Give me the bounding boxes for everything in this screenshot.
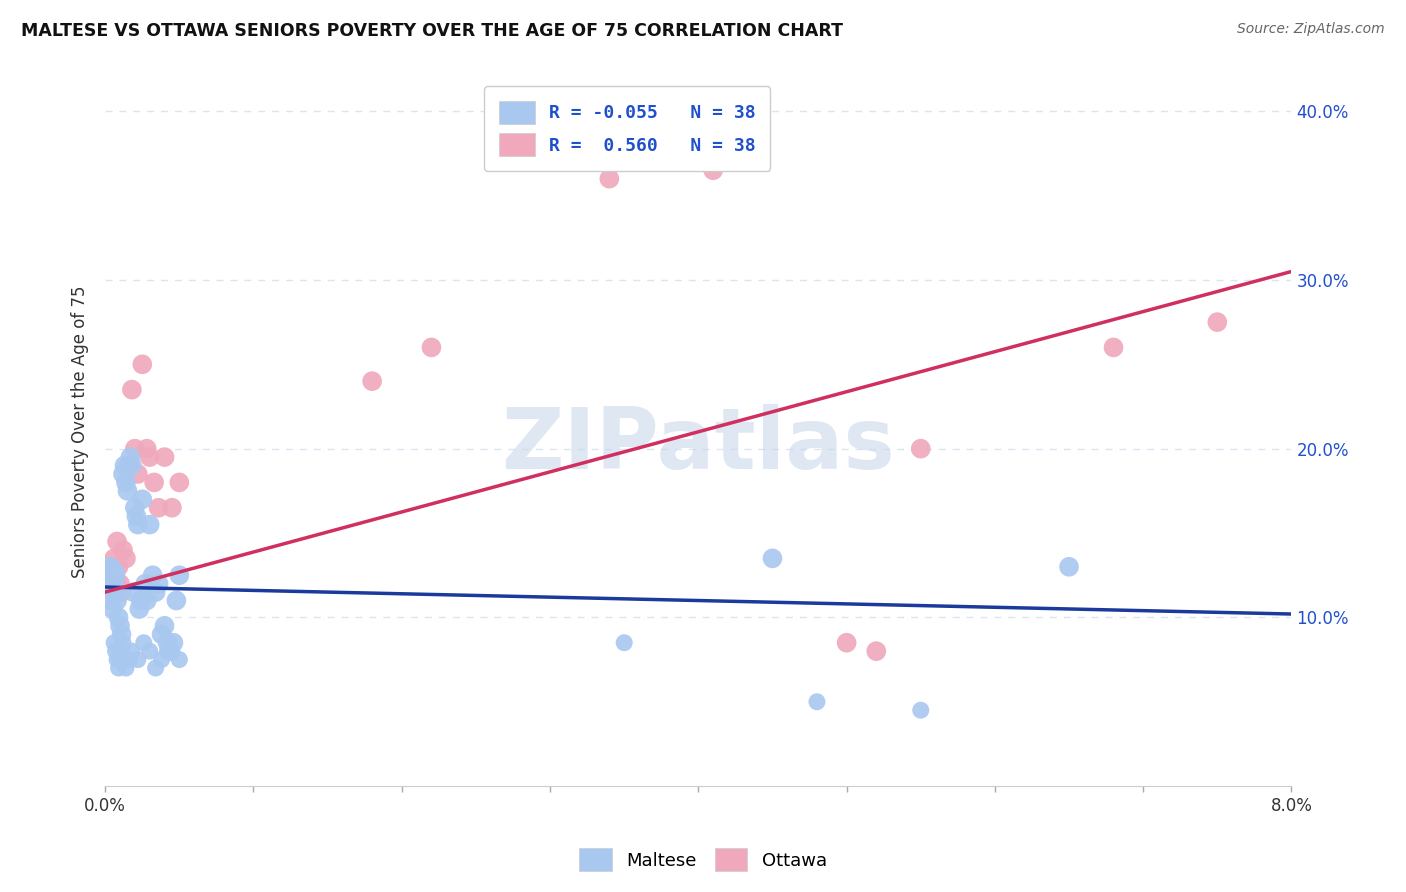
Point	[138, 450, 160, 464]
Point	[97, 568, 120, 582]
Point	[702, 163, 724, 178]
Point	[111, 636, 134, 650]
Point	[115, 475, 138, 490]
Point	[153, 619, 176, 633]
Point	[97, 568, 120, 582]
Point	[98, 559, 121, 574]
Point	[107, 610, 129, 624]
Point	[162, 636, 184, 650]
Point	[143, 475, 166, 490]
Point	[111, 542, 134, 557]
Point	[104, 644, 127, 658]
Point	[910, 703, 932, 717]
Point	[115, 551, 138, 566]
Point	[1102, 340, 1125, 354]
Point	[107, 661, 129, 675]
Point	[111, 467, 134, 481]
Point	[138, 517, 160, 532]
Point	[121, 383, 143, 397]
Point	[128, 602, 150, 616]
Point	[142, 568, 165, 582]
Point	[129, 593, 152, 607]
Point	[101, 585, 124, 599]
Point	[120, 450, 142, 464]
Point	[1206, 315, 1229, 329]
Point	[125, 509, 148, 524]
Point	[613, 636, 636, 650]
Point	[145, 585, 167, 599]
Point	[131, 357, 153, 371]
Point	[169, 568, 191, 582]
Text: MALTESE VS OTTAWA SENIORS POVERTY OVER THE AGE OF 75 CORRELATION CHART: MALTESE VS OTTAWA SENIORS POVERTY OVER T…	[21, 22, 844, 40]
Point	[135, 593, 157, 607]
Point	[115, 661, 138, 675]
Point	[110, 644, 132, 658]
Point	[135, 442, 157, 456]
Legend: R = -0.055   N = 38, R =  0.560   N = 38: R = -0.055 N = 38, R = 0.560 N = 38	[484, 87, 770, 170]
Point	[153, 450, 176, 464]
Point	[148, 576, 170, 591]
Point	[138, 644, 160, 658]
Point	[100, 593, 122, 607]
Point	[156, 644, 179, 658]
Point	[127, 652, 149, 666]
Point	[598, 171, 620, 186]
Point	[132, 636, 155, 650]
Point	[101, 602, 124, 616]
Point	[150, 627, 173, 641]
Point	[100, 576, 122, 591]
Point	[134, 576, 156, 591]
Point	[361, 374, 384, 388]
Point	[118, 458, 141, 473]
Point	[104, 585, 127, 599]
Text: Source: ZipAtlas.com: Source: ZipAtlas.com	[1237, 22, 1385, 37]
Point	[117, 483, 139, 498]
Point	[145, 661, 167, 675]
Point	[122, 585, 145, 599]
Point	[148, 500, 170, 515]
Point	[127, 517, 149, 532]
Point	[910, 442, 932, 456]
Legend: Maltese, Ottawa: Maltese, Ottawa	[572, 841, 834, 879]
Point	[150, 652, 173, 666]
Point	[127, 467, 149, 481]
Point	[165, 593, 187, 607]
Point	[105, 652, 128, 666]
Point	[104, 576, 127, 591]
Point	[420, 340, 443, 354]
Point	[160, 500, 183, 515]
Point	[169, 652, 191, 666]
Point	[169, 475, 191, 490]
Point	[121, 644, 143, 658]
Point	[124, 442, 146, 456]
Point	[108, 619, 131, 633]
Point	[865, 644, 887, 658]
Point	[108, 652, 131, 666]
Point	[105, 534, 128, 549]
Point	[131, 492, 153, 507]
Point	[114, 458, 136, 473]
Point	[1057, 559, 1080, 574]
Point	[103, 636, 125, 650]
Point	[761, 551, 783, 566]
Point	[806, 695, 828, 709]
Point	[107, 559, 129, 574]
Point	[159, 644, 181, 658]
Point	[103, 576, 125, 591]
Y-axis label: Seniors Poverty Over the Age of 75: Seniors Poverty Over the Age of 75	[72, 285, 89, 578]
Text: ZIPatlas: ZIPatlas	[502, 404, 896, 487]
Point	[118, 652, 141, 666]
Point	[105, 593, 128, 607]
Point	[110, 585, 132, 599]
Point	[110, 627, 132, 641]
Point	[108, 576, 131, 591]
Point	[98, 559, 121, 574]
Point	[156, 636, 179, 650]
Point	[124, 500, 146, 515]
Point	[121, 458, 143, 473]
Point	[835, 636, 858, 650]
Point	[103, 551, 125, 566]
